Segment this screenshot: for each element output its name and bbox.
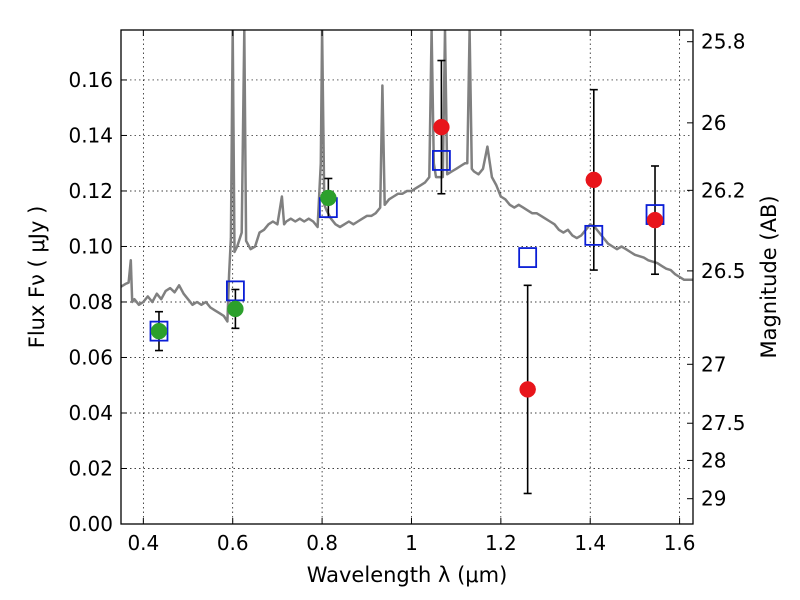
right-tick-label: 26.2 bbox=[701, 178, 746, 202]
observed-point bbox=[585, 171, 603, 189]
error-bars bbox=[154, 59, 660, 495]
y-axis-label: Flux Fν ( μJy ) bbox=[25, 206, 49, 349]
y-tick-label: 0.16 bbox=[68, 68, 113, 92]
model-point bbox=[518, 247, 538, 268]
grid bbox=[121, 30, 693, 525]
model-point bbox=[584, 224, 604, 246]
x-tick-label: 1.2 bbox=[485, 531, 517, 555]
y-tick-label: 0.04 bbox=[68, 401, 113, 425]
right-tick-label: 29 bbox=[701, 487, 726, 511]
observed-point bbox=[150, 322, 168, 340]
observed-points bbox=[150, 118, 664, 398]
observed-point bbox=[519, 381, 536, 398]
observed-point bbox=[433, 118, 450, 136]
x-tick-label: 1 bbox=[405, 531, 418, 555]
template-spectrum bbox=[121, 30, 693, 323]
y-tick-label: 0.10 bbox=[68, 234, 113, 258]
x-axis-ticks: 0.4 0.6 0.8 1 1.2 1.4 1.6 bbox=[127, 30, 696, 555]
y-tick-label: 0.14 bbox=[68, 123, 113, 147]
x-tick-label: 1.6 bbox=[664, 531, 696, 555]
observed-point bbox=[320, 189, 337, 207]
right-tick-label: 26 bbox=[701, 111, 726, 135]
plot-frame bbox=[120, 29, 694, 525]
right-tick-label: 28 bbox=[701, 448, 726, 472]
observed-point bbox=[646, 211, 664, 229]
y-tick-label: 0.06 bbox=[68, 345, 113, 369]
model-point bbox=[432, 150, 451, 171]
template-spectrum-line bbox=[121, 30, 693, 323]
right-tick-label: 25.8 bbox=[701, 30, 746, 54]
right-tick-label: 26.5 bbox=[701, 259, 746, 283]
y-axis-ticks: 0.00 0.02 0.04 0.06 0.08 0.10 0.12 0.14 0.16 bbox=[68, 68, 127, 536]
x-tick-label: 0.8 bbox=[306, 531, 338, 555]
right-axis-ticks: 25.8 26 26.2 26.5 27 27.5 28 29 bbox=[687, 30, 746, 511]
x-axis-label: Wavelength λ (μm) bbox=[307, 563, 508, 587]
observed-point bbox=[227, 300, 244, 318]
right-axis-label: Magnitude (AB) bbox=[757, 195, 781, 358]
model-points bbox=[149, 150, 665, 342]
right-tick-label: 27 bbox=[701, 352, 726, 376]
x-tick-label: 1.4 bbox=[574, 531, 606, 555]
y-tick-label: 0.08 bbox=[68, 290, 113, 314]
model-point bbox=[149, 320, 169, 342]
x-tick-label: 0.4 bbox=[127, 531, 159, 555]
y-tick-label: 0.00 bbox=[68, 512, 113, 536]
y-tick-label: 0.02 bbox=[68, 456, 113, 480]
x-tick-label: 0.6 bbox=[217, 531, 249, 555]
model-point bbox=[225, 280, 245, 302]
y-tick-label: 0.12 bbox=[68, 179, 113, 203]
right-tick-label: 27.5 bbox=[701, 411, 746, 435]
